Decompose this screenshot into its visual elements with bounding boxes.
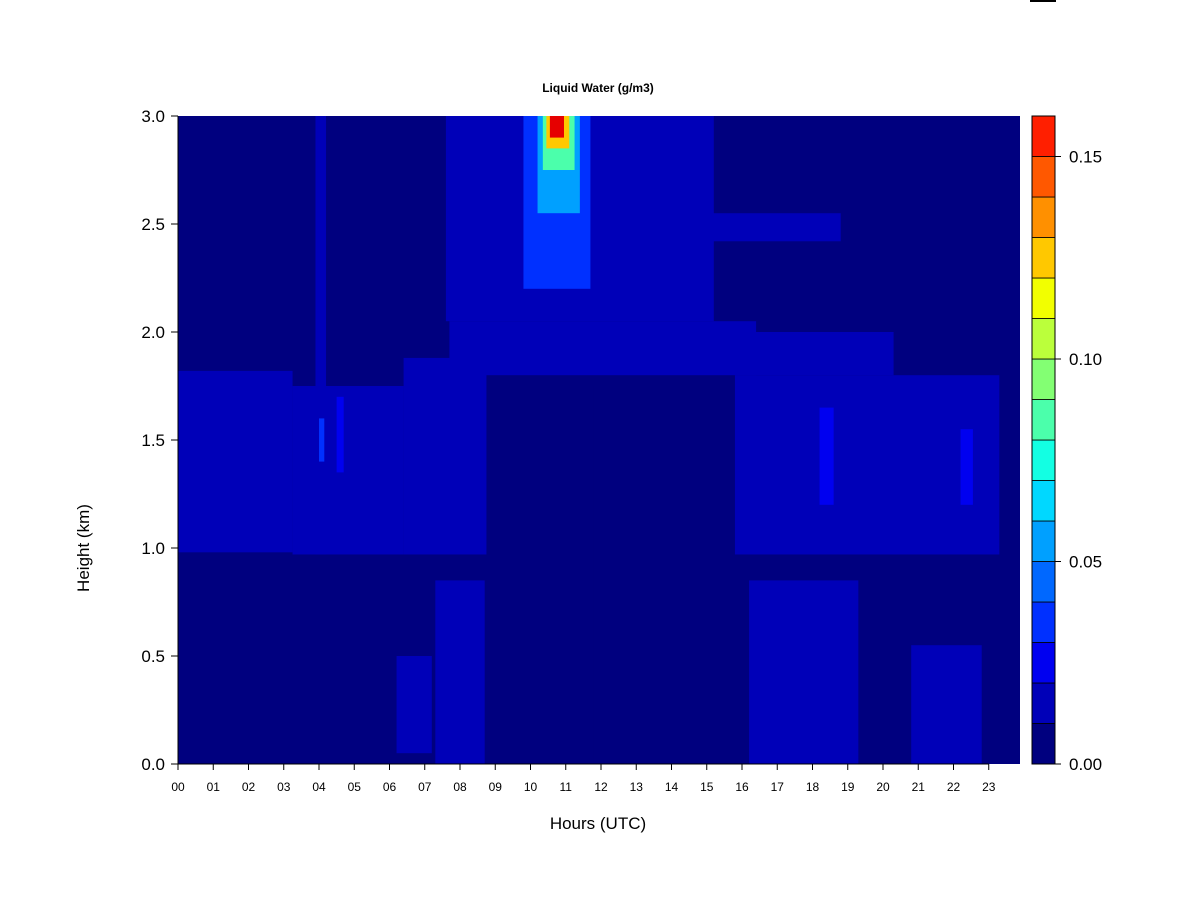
colorbar-tick-label: 0.00 — [1069, 755, 1102, 774]
x-tick-label: 08 — [453, 780, 467, 794]
x-tick-label: 14 — [665, 780, 679, 794]
heatmap-cell — [706, 213, 841, 242]
y-tick-label: 2.0 — [141, 323, 165, 342]
y-tick-label: 3.0 — [141, 107, 165, 126]
x-tick-label: 10 — [524, 780, 538, 794]
x-tick-label: 21 — [912, 780, 926, 794]
y-tick-label: 1.5 — [141, 431, 165, 450]
corner-mark — [1030, 0, 1056, 2]
x-tick-label: 16 — [735, 780, 749, 794]
x-axis-label: Hours (UTC) — [550, 814, 646, 833]
colorbar-swatch — [1031, 196, 1056, 238]
x-tick-label: 01 — [207, 780, 221, 794]
y-tick-label: 0.5 — [141, 647, 165, 666]
heatmap-cell — [319, 418, 325, 462]
colorbar-swatch — [1031, 723, 1056, 765]
heatmap-cell — [403, 357, 487, 555]
x-tick-label: 09 — [489, 780, 503, 794]
colorbar-tick-label: 0.05 — [1069, 553, 1102, 572]
x-axis: 00 01 02 03 04 05 06 07 08 09 10 11 12 13 14 15 16 17 18 19… — [171, 763, 996, 794]
chart-title: Liquid Water (g/m3) — [542, 81, 654, 95]
colorbar-swatch — [1031, 399, 1056, 441]
heatmap-cell — [734, 375, 1000, 555]
x-tick-label: 23 — [982, 780, 996, 794]
y-axis-label: Height (km) — [74, 504, 93, 592]
heatmap-cell — [336, 396, 344, 473]
x-tick-label: 17 — [771, 780, 785, 794]
heatmap-cell — [578, 386, 594, 764]
x-tick-label: 19 — [841, 780, 855, 794]
x-tick-label: 02 — [242, 780, 256, 794]
heatmap-cell — [549, 116, 564, 138]
y-tick-label: 1.0 — [141, 539, 165, 558]
heatmap-cell — [396, 656, 432, 754]
x-tick-label: 13 — [630, 780, 644, 794]
colorbar-swatch — [1031, 318, 1056, 360]
colorbar-swatch — [1031, 237, 1056, 279]
heatmap-cell — [960, 429, 973, 505]
heatmap-cell — [449, 321, 757, 376]
x-tick-label: 12 — [594, 780, 608, 794]
x-tick-label: 03 — [277, 780, 291, 794]
colorbar: 0.00 0.05 0.10 0.15 — [1031, 115, 1102, 774]
x-tick-label: 06 — [383, 780, 397, 794]
heatmap-cell — [749, 580, 859, 764]
colorbar-swatch — [1031, 601, 1056, 643]
colorbar-swatch — [1031, 642, 1056, 684]
heatmap-cell — [819, 407, 834, 505]
y-tick-label: 2.5 — [141, 215, 165, 234]
x-tick-label: 18 — [806, 780, 820, 794]
y-axis: 0.0 0.5 1.0 1.5 2.0 2.5 3.0 — [141, 107, 179, 774]
heatmap-cell — [292, 386, 404, 555]
colorbar-swatch — [1031, 480, 1056, 522]
x-tick-label: 05 — [348, 780, 362, 794]
x-tick-label: 04 — [312, 780, 326, 794]
plot-area — [178, 116, 1020, 764]
heatmap-cell — [435, 580, 485, 764]
colorbar-swatch — [1031, 115, 1056, 157]
colorbar-swatch — [1031, 156, 1056, 198]
x-tick-label: 07 — [418, 780, 432, 794]
heatmap-cell — [315, 116, 327, 555]
colorbar-swatch — [1031, 439, 1056, 481]
heatmap-cell — [178, 370, 293, 553]
colorbar-frame — [1031, 115, 1056, 765]
heatmap-cell — [911, 645, 982, 764]
y-tick-label: 0.0 — [141, 755, 165, 774]
colorbar-tick-label: 0.10 — [1069, 350, 1102, 369]
colorbar-swatch — [1031, 520, 1056, 562]
x-tick-label: 11 — [560, 780, 573, 794]
x-tick-label: 15 — [700, 780, 714, 794]
colorbar-swatch — [1031, 358, 1056, 400]
colorbar-swatch — [1031, 682, 1056, 724]
x-tick-label: 20 — [876, 780, 890, 794]
heatmap-cell — [734, 332, 894, 376]
colorbar-swatch — [1031, 277, 1056, 319]
x-tick-label: 22 — [947, 780, 961, 794]
x-tick-label: 00 — [171, 780, 185, 794]
colorbar-swatch — [1031, 561, 1056, 603]
colorbar-tick-label: 0.15 — [1069, 148, 1102, 167]
